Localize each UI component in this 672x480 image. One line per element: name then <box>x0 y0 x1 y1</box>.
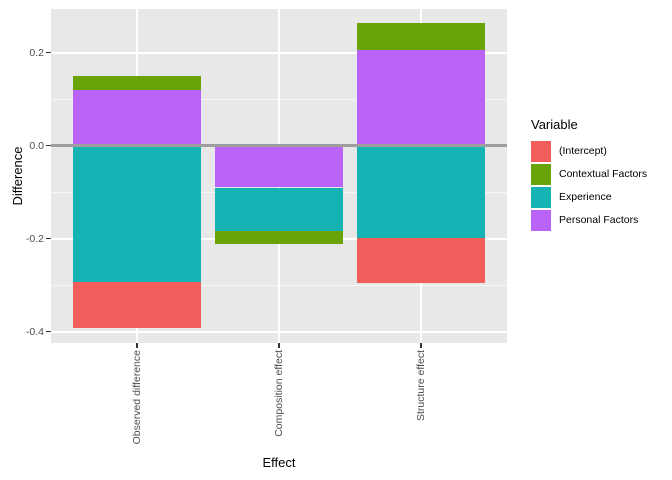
y-axis-tick <box>46 330 51 332</box>
x-tick-label: Observed difference <box>131 350 143 445</box>
bar-segment <box>73 281 201 328</box>
x-axis-tick <box>136 343 138 348</box>
x-axis-tick <box>420 343 422 348</box>
y-tick-label: -0.2 <box>25 232 44 245</box>
legend-label: Personal Factors <box>559 214 639 226</box>
legend-label: (Intercept) <box>559 144 607 157</box>
legend-key <box>531 186 551 208</box>
legend-key <box>531 140 551 162</box>
x-tick-label: Composition effect <box>273 350 285 437</box>
bar-segment <box>73 145 201 282</box>
x-tick-label: Structure effect <box>415 350 427 422</box>
bar-segment <box>357 237 485 284</box>
legend-title: Variable <box>531 117 578 132</box>
bar-segment <box>215 230 343 245</box>
legend-key <box>531 210 551 231</box>
bar-segment <box>215 187 343 231</box>
y-tick-label: 0.0 <box>29 139 44 152</box>
y-axis-title: Difference <box>10 146 25 206</box>
bar-segment <box>73 75 201 91</box>
bar-segment <box>215 145 343 188</box>
y-axis-tick <box>46 51 51 54</box>
legend-label: Contextual Factors <box>559 167 648 180</box>
y-axis-tick <box>46 237 51 240</box>
y-axis-tick <box>46 144 51 147</box>
x-axis-tick <box>278 343 280 348</box>
bar-segment <box>73 90 201 146</box>
x-axis-title: Effect <box>262 455 296 470</box>
plot-panel <box>51 9 507 343</box>
bar-segment <box>357 23 485 51</box>
legend-label: Experience <box>559 190 612 203</box>
y-tick-label: -0.4 <box>25 325 44 338</box>
legend-key <box>531 163 551 185</box>
bar-segment <box>357 50 485 146</box>
bar-segment <box>357 145 485 238</box>
y-tick-label: 0.2 <box>29 46 44 59</box>
zero-line <box>51 144 507 148</box>
